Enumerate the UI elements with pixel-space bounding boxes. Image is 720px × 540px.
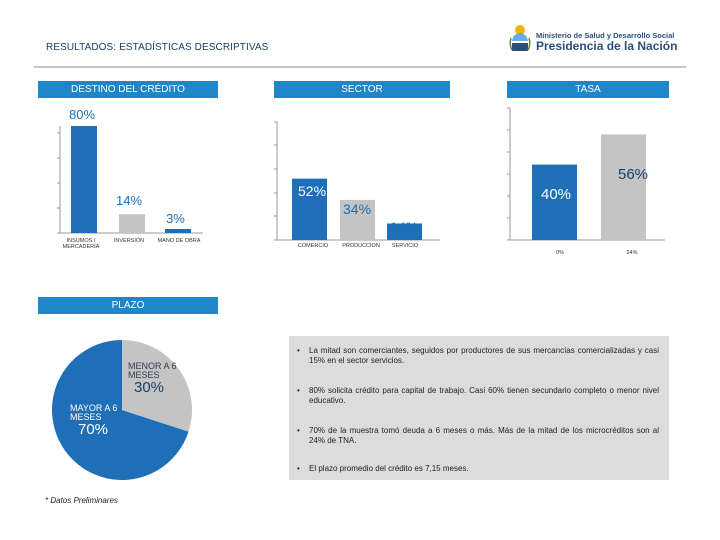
finding-text: 70% de la muestra tomó deuda a 6 meses o… bbox=[309, 426, 659, 445]
destino-label-insumos: 80% bbox=[69, 107, 96, 122]
sector-cat-produccion: PRODUCCION bbox=[342, 243, 380, 249]
destino-cat-insumos: INSUMOS / MERCADERÍA bbox=[62, 238, 100, 250]
tasa-label-24pct: 56% bbox=[618, 166, 649, 183]
destino-bar-mano-de-obra bbox=[165, 228, 191, 233]
plazo-mayor-name: MAYOR A 6 MESES bbox=[70, 403, 118, 422]
plazo-pie bbox=[52, 340, 192, 480]
tasa-cat-0pct: 0% bbox=[556, 250, 564, 256]
plazo-label-mayor: MAYOR A 6 MESES 70% bbox=[70, 404, 124, 438]
plazo-menor-value: 30% bbox=[134, 379, 165, 396]
sector-cat-comercio: COMERCIO bbox=[297, 243, 329, 249]
plazo-label-menor: MENOR A 6 MESES 30% bbox=[128, 362, 188, 396]
destino-chart bbox=[57, 126, 203, 234]
footnote: * Datos Preliminares bbox=[45, 496, 118, 505]
tasa-bar-0pct bbox=[532, 164, 577, 240]
destino-cat-mano-de-obra: MANO DE OBRA bbox=[157, 238, 201, 244]
sector-label-comercio: 52% bbox=[298, 183, 327, 199]
destino-bar-inversion bbox=[119, 214, 145, 233]
finding-text: El plazo promedio del crédito es 7,15 me… bbox=[309, 464, 469, 473]
bullet-dot: • bbox=[297, 346, 300, 355]
tasa-chart bbox=[507, 107, 665, 241]
plazo-slice-menor bbox=[122, 340, 192, 432]
sector-label-servicio: 14% bbox=[390, 219, 419, 235]
destino-cat-inversion: INVERSIÓN bbox=[113, 238, 145, 244]
sector-header: SECTOR bbox=[274, 81, 450, 98]
bullet-dot: • bbox=[297, 464, 300, 473]
tasa-cat-24pct: 24% bbox=[626, 250, 638, 256]
plazo-slice-mayor bbox=[52, 340, 189, 480]
finding-item: • La mitad son comerciantes, seguidos po… bbox=[297, 346, 659, 366]
coat-of-arms-icon bbox=[508, 24, 532, 52]
destino-header: DESTINO DEL CRÉDITO bbox=[38, 81, 218, 98]
finding-item: • 70% de la muestra tomó deuda a 6 meses… bbox=[297, 426, 659, 446]
findings-panel: • La mitad son comerciantes, seguidos po… bbox=[289, 336, 669, 480]
page-title: RESULTADOS: ESTADÍSTICAS DESCRIPTIVAS bbox=[46, 42, 269, 53]
sector-chart bbox=[274, 121, 440, 241]
tasa-header: TASA bbox=[507, 81, 669, 98]
plazo-mayor-value: 70% bbox=[78, 421, 109, 438]
tasa-label-0pct: 40% bbox=[541, 186, 572, 203]
sector-label-produccion: 34% bbox=[343, 201, 372, 217]
destino-label-mano-de-obra: 3% bbox=[166, 211, 185, 226]
destino-label-inversion: 14% bbox=[116, 193, 143, 208]
plazo-menor-name: MENOR A 6 MESES bbox=[128, 361, 177, 380]
sector-bar-servicio bbox=[387, 223, 422, 240]
logo-presidency: Presidencia de la Nación bbox=[536, 39, 678, 53]
bullet-dot: • bbox=[297, 386, 300, 395]
header-divider bbox=[34, 66, 686, 68]
finding-item: • El plazo promedio del crédito es 7,15 … bbox=[297, 464, 659, 474]
finding-text: 80% solicita crédito para capital de tra… bbox=[309, 386, 659, 405]
plazo-header: PLAZO bbox=[38, 297, 218, 314]
destino-bar-insumos bbox=[71, 126, 97, 233]
sector-bar-produccion bbox=[340, 199, 375, 240]
bullet-dot: • bbox=[297, 426, 300, 435]
tasa-bar-24pct bbox=[601, 134, 646, 240]
finding-item: • 80% solicita crédito para capital de t… bbox=[297, 386, 659, 406]
sector-cat-servicio: SERVICIO bbox=[391, 243, 419, 249]
finding-text: La mitad son comerciantes, seguidos por … bbox=[309, 346, 659, 365]
logo-ministry: Ministerio de Salud y Desarrollo Social bbox=[536, 31, 675, 40]
sector-bar-comercio bbox=[292, 178, 327, 240]
